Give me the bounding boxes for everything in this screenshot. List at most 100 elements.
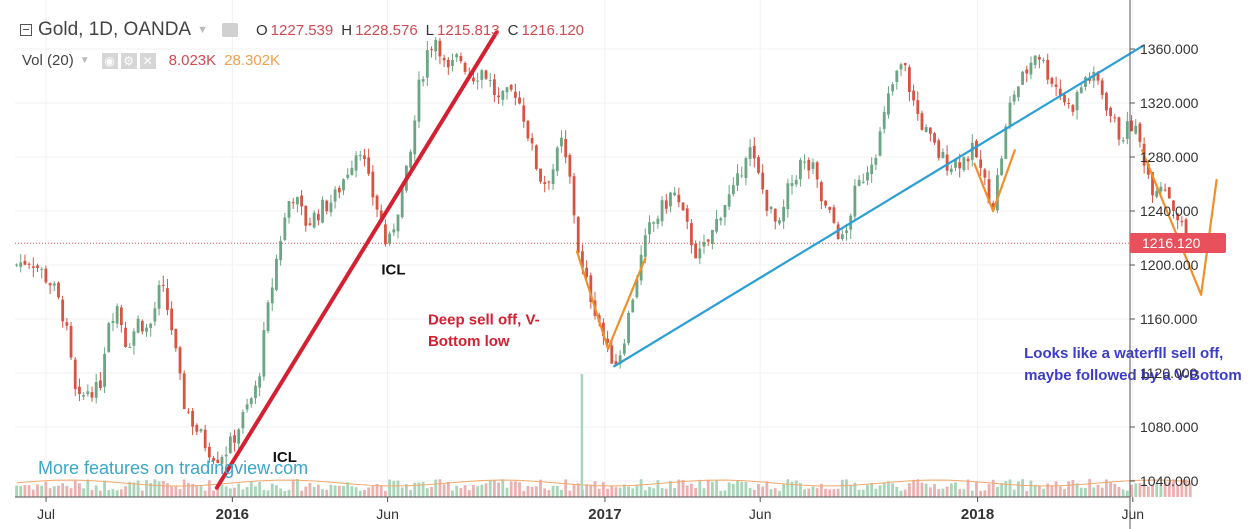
candle-body [384,224,387,245]
volume-bar [1000,482,1004,497]
volume-bar [57,485,60,497]
volume-bar [983,490,987,497]
volume-bar [899,490,903,497]
symbol-title[interactable]: Gold, 1D, OANDA [38,19,192,40]
volume-bar [149,483,153,497]
volume-bar [1176,485,1180,497]
candle-body [949,168,953,173]
candle-body [551,169,555,185]
volume-bar [601,482,605,497]
candle-body [434,39,438,52]
candle-body [270,287,274,304]
candle-body [614,361,618,365]
candle-body [924,127,928,132]
volume-bar [874,488,878,497]
volume-bar [1151,484,1154,497]
candle-body [920,113,924,130]
candle-body [1029,62,1033,75]
collapse-icon[interactable] [20,24,32,36]
volume-bar [203,490,207,497]
volume-bar [212,490,215,497]
candle-body [882,111,886,129]
volume-bar [1021,479,1024,497]
time-tick-label: Jun [1122,506,1145,522]
volume-bar [1172,479,1175,497]
candle-body [710,229,714,244]
trendlines[interactable] [214,30,1218,490]
candle-body [23,260,27,265]
close-icon[interactable]: ✕ [139,52,156,69]
volume-bar [710,481,714,497]
candle-body [438,40,442,57]
volume-bar [472,484,475,497]
candle-body [501,90,505,100]
volume-bar [103,480,106,497]
volume-bar [291,479,295,497]
candle-body [195,424,199,432]
volume-bar [1159,485,1163,497]
candle-body [941,152,945,159]
volume-bar [706,479,710,497]
candle-body [358,155,362,157]
candle-body [245,404,249,410]
candle-body [262,330,266,377]
chevron-down-icon[interactable]: ▼ [79,55,90,66]
candle-body [459,56,463,62]
gear-icon[interactable]: ⚙ [120,52,137,69]
chevron-down-icon[interactable]: ▼ [197,24,208,36]
volume-bar [727,482,731,497]
volume-bar [1046,483,1050,497]
candle-body [463,62,467,72]
watermark[interactable]: More features on tradingview.com [38,458,308,478]
volume-bar [824,488,827,497]
candle-body [94,382,98,398]
volume-bar [1146,486,1150,497]
volume-bar [924,483,928,497]
eye-icon[interactable] [222,23,238,37]
volume-bar [933,484,936,497]
high-label: H [341,21,353,39]
volume-bar [664,488,668,497]
candle-body [90,392,94,398]
candle-body [761,172,765,190]
volume-bar [107,490,111,497]
volume-bar [404,484,408,497]
volume-label[interactable]: Vol (20) [22,52,74,69]
volume-bar [94,485,98,497]
candle-body [1100,80,1104,95]
volume-bar [815,488,819,497]
volume-bar [1125,490,1129,497]
volume-bar [350,486,354,497]
volume-bar [392,480,396,497]
candle-body [15,264,18,266]
candle-body [149,323,153,329]
volume-bar [660,488,664,497]
volume-bar [48,488,52,497]
volume-bar [124,486,127,497]
candle-body [757,157,760,173]
volume-bar [564,479,568,497]
volume-bar [434,479,438,497]
volume-bar [975,481,978,497]
candle-body [811,162,815,170]
candle-body [1004,126,1008,159]
candle-body [669,192,672,207]
orange-v2-right [991,149,1016,213]
candle-body [212,457,215,461]
price-axis[interactable]: 1040.000 1080.000 1120.000 1160.000 1200.000… [1130,41,1199,489]
volume-bar [400,487,404,497]
volume-bar [86,479,90,497]
volume-bar [153,479,157,497]
volume-bar [249,481,253,497]
candle-body [1121,140,1125,142]
volume-bar [493,480,496,497]
candle-body [82,395,86,397]
volume-bar [778,490,781,497]
eye-icon[interactable]: ◉ [101,52,118,69]
candle-body [782,206,786,222]
volume-bar [1050,485,1054,497]
time-axis[interactable]: Jul 2016 Jun 2017 Jun 2018 Jun [37,497,1144,523]
volume-bar [484,483,488,497]
volume-bar [882,482,886,497]
